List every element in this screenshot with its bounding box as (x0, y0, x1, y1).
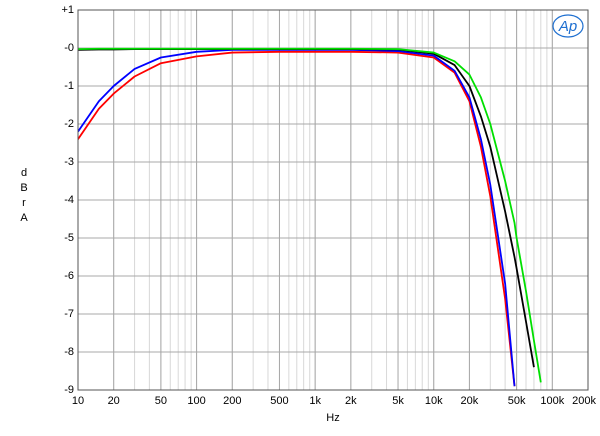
x-tick-label: 50k (508, 395, 526, 407)
x-tick-label: 10k (425, 395, 443, 407)
y-tick-label: -5 (64, 232, 74, 244)
y-tick-label: -6 (64, 270, 74, 282)
x-tick-label: 1k (309, 395, 321, 407)
x-tick-label: 20k (461, 395, 479, 407)
series-line (78, 49, 516, 387)
x-tick-label: 5k (392, 395, 404, 407)
logo-badge (552, 14, 584, 38)
x-tick-label: 20 (108, 395, 120, 407)
x-tick-label: 500 (270, 395, 288, 407)
plot-frame (77, 9, 589, 391)
y-tick-label: -3 (64, 156, 74, 168)
x-tick-label: 100k (540, 395, 564, 407)
y-tick-label: -9 (64, 384, 74, 396)
series-line (78, 48, 535, 368)
y-tick-label: -0 (64, 42, 74, 54)
x-tick-label: 2k (345, 395, 357, 407)
y-tick-label: -8 (64, 346, 74, 358)
x-tick-label: 200 (223, 395, 241, 407)
y-tick-label: -1 (64, 80, 74, 92)
y-axis-label: dBr A (20, 167, 28, 224)
y-tick-label: -7 (64, 308, 74, 320)
series-line (78, 47, 542, 383)
x-axis-label: Hz (326, 412, 339, 424)
logo: Ap (558, 18, 577, 35)
x-tick-label: 50 (155, 395, 167, 407)
y-tick-label: -4 (64, 194, 74, 206)
series-line (78, 50, 516, 387)
x-tick-label: 100 (187, 395, 205, 407)
x-tick-label: 200k (572, 395, 596, 407)
y-tick-label: -2 (64, 118, 74, 130)
x-tick-label: 10 (72, 395, 84, 407)
y-tick-label: +1 (61, 4, 74, 16)
